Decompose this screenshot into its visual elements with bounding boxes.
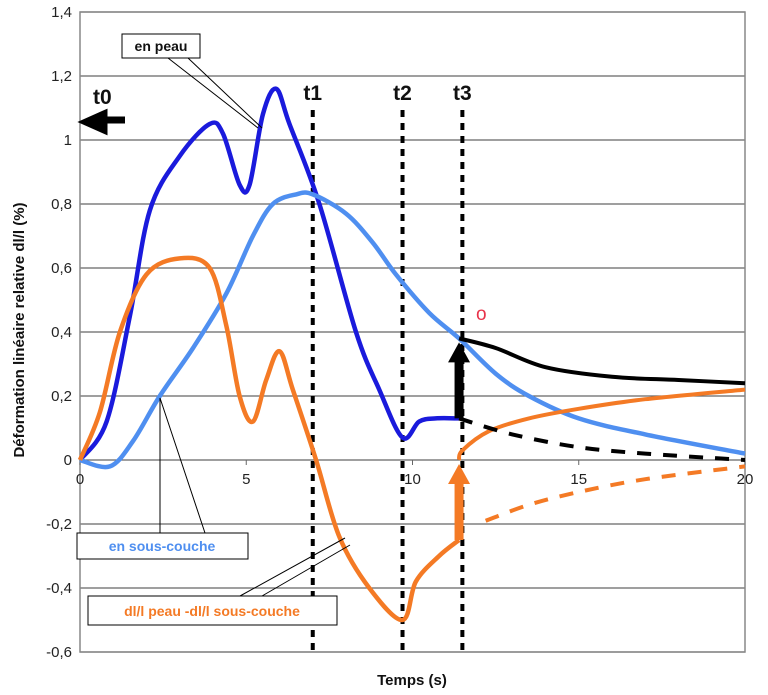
series-orange-dashed-extrapolation (484, 464, 746, 523)
x-axis-label: Temps (s) (377, 672, 447, 689)
callout-en-peau: en peau (121, 33, 263, 129)
vline-label-t3: t3 (453, 82, 472, 105)
callout-en-sous-couche: en sous-couche (76, 397, 249, 560)
y-tick-label: 0 (64, 452, 72, 469)
y-tick-label: 0,8 (51, 196, 72, 213)
y-tick-label: -0,2 (46, 516, 72, 533)
x-tick-label: 0 (76, 471, 84, 488)
callout-diff: dl/l peau -dl/l sous-couche (87, 537, 351, 626)
y-tick-label: 1 (64, 132, 72, 149)
up-arrow-head (448, 342, 471, 363)
series-dl-l-peau-dl-l-sous-couche (77, 255, 461, 623)
callout-en-peau-text: en peau (135, 38, 188, 54)
y-tick-label: -0,6 (46, 644, 72, 661)
vline-label-t2: t2 (393, 82, 412, 105)
y-tick-label: -0,4 (46, 580, 72, 597)
series-black-recovery (458, 336, 746, 386)
series-en-peau (78, 86, 460, 462)
series-orange-recovery (457, 387, 746, 461)
t0-label: t0 (93, 86, 112, 109)
y-tick-label: 0,4 (51, 324, 72, 341)
y-axis-label: Déformation linéaire relative dl/l (%) (11, 202, 28, 457)
o-annotation: o (476, 304, 487, 325)
x-tick-label: 20 (737, 471, 754, 488)
y-tick-label: 1,2 (51, 68, 72, 85)
x-tick-label: 10 (404, 471, 421, 488)
callout-en-sous-couche-text: en sous-couche (109, 538, 216, 554)
y-tick-label: 0,6 (51, 260, 72, 277)
y-tick-label: 1,4 (51, 4, 72, 21)
callout-diff-text: dl/l peau -dl/l sous-couche (124, 603, 300, 619)
t0-left-arrow (77, 108, 125, 136)
plot-frame (79, 11, 746, 653)
y-tick-label: 0,2 (51, 388, 72, 405)
up-arrow-head (448, 464, 471, 484)
x-tick-label: 5 (242, 471, 250, 488)
vline-label-t1: t1 (303, 82, 322, 105)
x-tick-label: 15 (570, 471, 587, 488)
series-en-sous-couche (79, 190, 746, 470)
